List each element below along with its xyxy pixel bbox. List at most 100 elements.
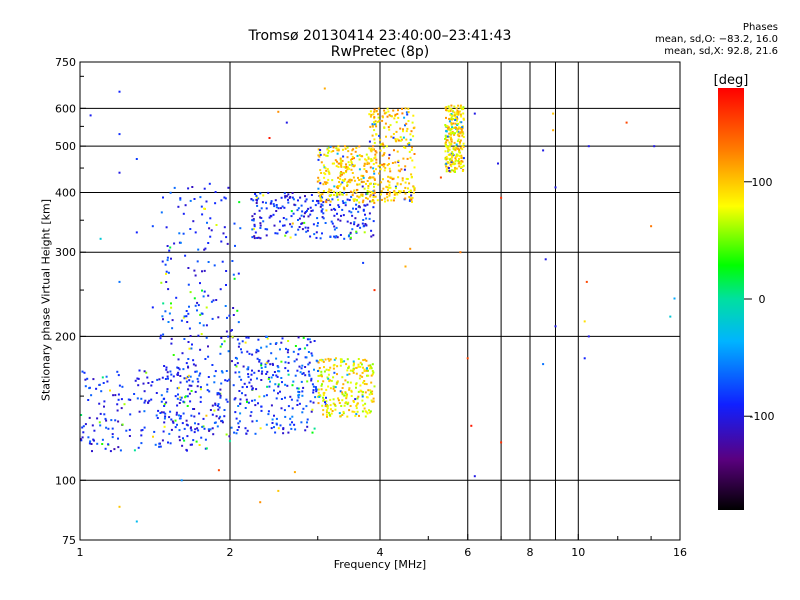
data-point (311, 383, 314, 386)
data-point (236, 357, 238, 360)
data-point (462, 108, 465, 110)
data-point (307, 370, 310, 373)
data-point (187, 341, 190, 343)
data-point (379, 149, 382, 152)
data-point (450, 165, 453, 168)
data-point (326, 154, 329, 157)
data-point (249, 414, 252, 417)
data-point (236, 338, 239, 341)
data-point (203, 290, 206, 293)
data-point (200, 333, 203, 335)
data-point (375, 158, 378, 161)
data-point (368, 162, 371, 165)
data-point (329, 387, 332, 390)
data-point (297, 207, 300, 210)
data-point (333, 371, 336, 374)
data-point (197, 304, 200, 307)
data-point (342, 202, 345, 204)
data-point (350, 168, 353, 171)
data-point (337, 198, 340, 201)
data-point (174, 426, 177, 429)
data-point (409, 247, 412, 250)
data-point (452, 148, 455, 151)
data-point (291, 192, 294, 194)
data-point (236, 429, 239, 431)
data-point (273, 389, 275, 392)
data-point (199, 348, 202, 351)
data-point (323, 181, 326, 184)
data-point (332, 364, 335, 367)
data-point (362, 366, 364, 369)
data-point (162, 333, 165, 336)
data-point (339, 390, 342, 393)
data-point (244, 341, 247, 344)
data-point (330, 379, 333, 382)
data-point (239, 412, 242, 415)
data-point (86, 377, 89, 380)
data-point (205, 447, 208, 450)
data-point (247, 336, 250, 339)
data-point (163, 425, 166, 428)
data-point (448, 107, 451, 110)
data-point (180, 479, 183, 482)
data-point (193, 198, 196, 200)
data-point (353, 410, 356, 413)
data-point (289, 236, 292, 239)
data-point (207, 261, 210, 263)
data-point (447, 105, 450, 108)
data-point (264, 228, 267, 231)
data-point (340, 171, 343, 173)
data-point (460, 115, 463, 118)
data-point (103, 405, 105, 408)
data-point (363, 231, 366, 234)
data-point (673, 297, 676, 300)
data-point (272, 374, 275, 377)
data-point (275, 397, 278, 400)
data-point (259, 227, 262, 229)
data-point (156, 378, 159, 381)
data-point (241, 392, 243, 395)
data-point (117, 437, 119, 440)
data-point (235, 432, 238, 435)
data-point (379, 143, 382, 146)
data-point (260, 405, 263, 408)
data-point (325, 400, 328, 403)
data-point (90, 394, 93, 397)
data-point (118, 90, 121, 93)
data-point (209, 235, 212, 238)
data-point (291, 196, 294, 199)
data-point (98, 383, 101, 386)
data-point (328, 146, 330, 149)
data-point (301, 390, 304, 393)
data-point (155, 414, 158, 417)
data-point (190, 347, 193, 350)
data-point (335, 147, 338, 150)
data-point (277, 489, 280, 492)
data-points (79, 87, 676, 523)
data-point (313, 368, 315, 371)
data-point (193, 297, 196, 300)
data-point (266, 385, 269, 388)
data-point (315, 390, 318, 393)
x-tick-label: 10 (571, 546, 585, 559)
data-point (332, 146, 335, 149)
data-point (460, 130, 463, 133)
data-point (345, 363, 348, 366)
data-point (199, 400, 202, 403)
data-point (374, 182, 377, 185)
data-point (184, 254, 187, 257)
data-point (179, 375, 182, 377)
data-point (461, 148, 464, 151)
data-point (114, 419, 117, 422)
data-point (314, 386, 317, 389)
data-point (459, 163, 462, 166)
data-point (401, 112, 404, 115)
data-point (411, 146, 413, 149)
data-point (324, 200, 327, 203)
data-point (312, 391, 315, 394)
data-point (394, 113, 397, 116)
data-point (317, 148, 320, 151)
data-point (457, 110, 460, 113)
data-point (282, 217, 285, 219)
data-point (178, 232, 181, 235)
